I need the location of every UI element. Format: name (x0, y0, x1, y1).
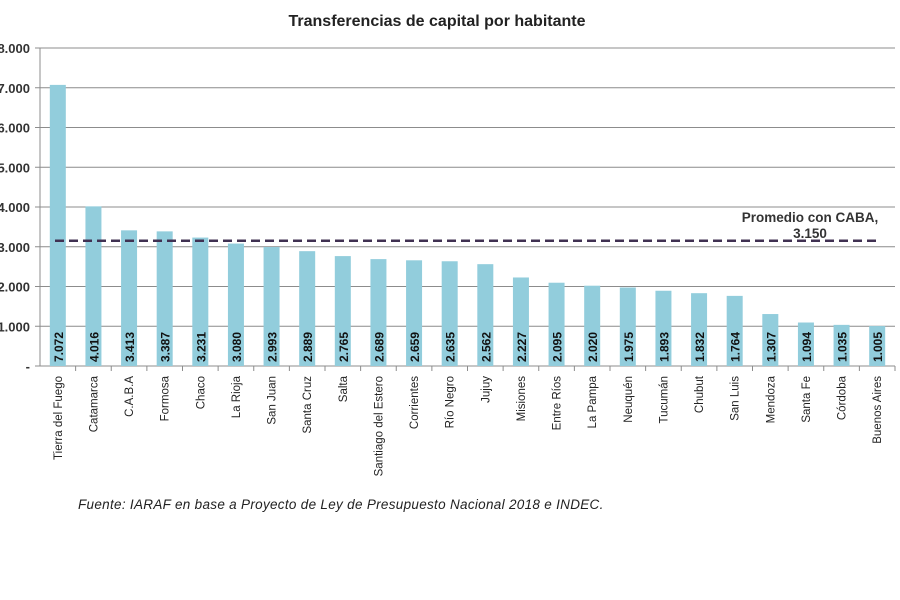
y-tick-label: 1.000 (0, 319, 30, 334)
data-label: 1.893 (657, 332, 671, 362)
x-tick-label: La Rioja (231, 375, 243, 418)
y-tick-label: - (26, 359, 30, 374)
x-tick-label: Chaco (195, 376, 207, 409)
data-label: 2.562 (479, 332, 493, 362)
y-tick-label: 5.000 (0, 160, 30, 175)
x-tick-label: Tierra del Fuego (53, 376, 65, 460)
data-label: 7.072 (52, 332, 66, 362)
data-label: 1.307 (764, 332, 778, 362)
x-tick-label: Chubut (694, 375, 706, 413)
data-label: 3.080 (230, 332, 244, 362)
bar (833, 324, 850, 366)
y-tick-label: 8.000 (0, 41, 30, 56)
data-label: 2.689 (372, 332, 386, 362)
bar (655, 290, 672, 366)
bar (477, 264, 494, 366)
data-label: 2.635 (444, 332, 458, 362)
bar (156, 231, 173, 366)
x-tick-label: San Juan (267, 376, 279, 425)
data-label: 2.020 (586, 332, 600, 362)
data-label: 1.005 (871, 332, 885, 362)
x-tick-label: Buenos Aires (872, 376, 884, 444)
bar (584, 285, 601, 366)
data-label: 1.764 (729, 332, 743, 362)
data-label: 2.227 (515, 332, 529, 362)
bar (691, 293, 708, 366)
bar (441, 261, 458, 366)
data-label: 4.016 (87, 332, 101, 362)
data-label: 2.659 (408, 332, 422, 362)
x-tick-label: Santiago del Estero (373, 376, 385, 476)
data-label: 2.095 (551, 332, 565, 362)
x-tick-label: Mendoza (765, 375, 777, 423)
bar (406, 260, 423, 366)
y-tick-label: 2.000 (0, 280, 30, 295)
chart-title: Transferencias de capital por habitante (289, 13, 586, 30)
x-tick-label: Jujuy (480, 376, 492, 403)
bar (619, 287, 636, 366)
x-tick-label: Salta (338, 375, 350, 402)
data-label: 1.035 (836, 332, 850, 362)
bar (797, 322, 814, 366)
data-label: 3.231 (194, 332, 208, 362)
x-tick-label: Córdoba (837, 375, 849, 420)
x-tick-label: Misiones (516, 376, 528, 422)
bar (227, 243, 244, 366)
x-tick-label: San Luis (730, 376, 742, 421)
data-label: 2.765 (337, 332, 351, 362)
x-tick-label: Catamarca (88, 375, 100, 432)
x-tick-label: Santa Cruz (302, 376, 314, 434)
x-tick-label: Corrientes (409, 376, 421, 429)
data-label: 2.993 (266, 332, 280, 362)
average-value: 3.150 (793, 226, 827, 241)
bar (370, 259, 387, 366)
bar (192, 237, 209, 366)
average-label: Promedio con CABA, (742, 210, 879, 225)
y-tick-label: 3.000 (0, 240, 30, 255)
bar (334, 256, 351, 366)
bar (548, 282, 565, 366)
x-tick-label: Formosa (160, 375, 172, 421)
bar (512, 277, 529, 366)
data-label: 3.413 (123, 332, 137, 362)
x-tick-label: Río Negro (445, 376, 457, 428)
bar (762, 314, 779, 366)
bar (263, 247, 280, 366)
bar (869, 326, 886, 366)
y-tick-label: 4.000 (0, 200, 30, 215)
data-label: 3.387 (159, 332, 173, 362)
y-tick-label: 7.000 (0, 81, 30, 96)
source-note: Fuente: IARAF en base a Proyecto de Ley … (78, 497, 604, 512)
bar (121, 230, 138, 366)
bar (85, 206, 102, 366)
x-tick-label: La Pampa (587, 375, 599, 428)
bar (49, 84, 66, 366)
x-tick-label: Santa Fe (801, 376, 813, 423)
data-label: 1.832 (693, 332, 707, 362)
x-tick-label: Neuquén (623, 376, 635, 423)
x-tick-label: Entre Ríos (552, 376, 564, 431)
data-label: 1.975 (622, 332, 636, 362)
data-label: 2.889 (301, 332, 315, 362)
x-tick-label: C.A.B.A (124, 376, 136, 417)
x-tick-label: Tucumán (658, 376, 670, 424)
y-tick-label: 6.000 (0, 121, 30, 136)
bar (299, 251, 316, 366)
bar (726, 295, 743, 366)
data-label: 1.094 (800, 332, 814, 362)
